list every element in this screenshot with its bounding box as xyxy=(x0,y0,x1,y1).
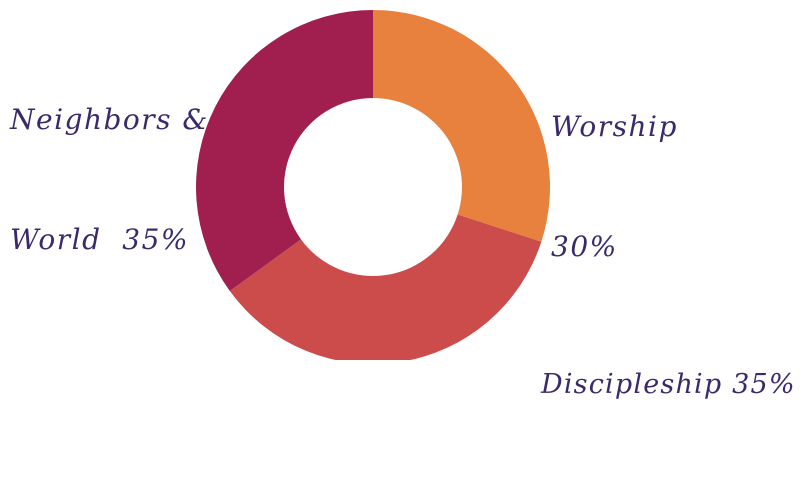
donut-chart: Worship 30% Discipleship 35% Neighbors &… xyxy=(10,10,795,400)
slice-label-discipleship-text: Discipleship 35% xyxy=(541,369,796,400)
slice-label-discipleship: Discipleship 35% xyxy=(541,285,796,485)
slice-label-worship-value: 30% xyxy=(551,230,618,263)
donut-svg xyxy=(196,10,550,360)
slice-label-worship-name: Worship xyxy=(551,110,678,143)
slice-worship xyxy=(373,10,550,242)
slice-label-neighbors-value: World 35% xyxy=(10,223,190,256)
slice-discipleship xyxy=(229,214,542,360)
slice-label-worship: Worship 30% xyxy=(551,27,678,347)
slice-label-neighbors-name: Neighbors & xyxy=(10,103,209,136)
slice-neighbors-world xyxy=(196,10,373,292)
slice-label-neighbors: Neighbors & World 35% xyxy=(10,20,209,340)
